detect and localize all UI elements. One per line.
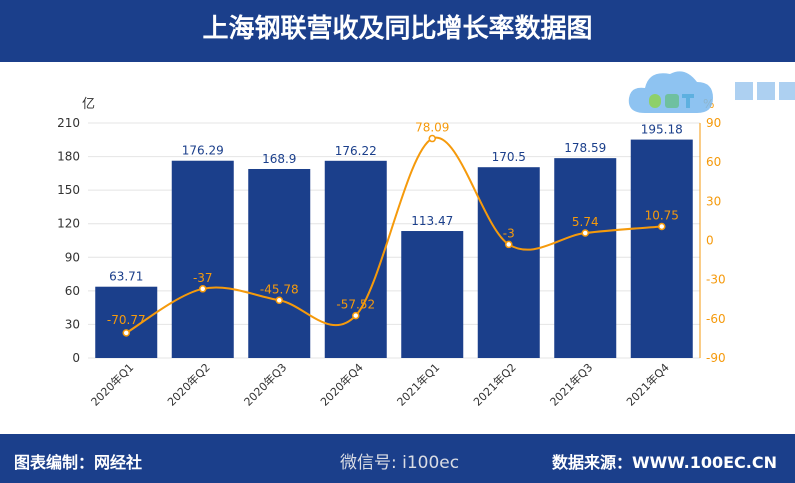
- bar: [95, 286, 158, 358]
- line-data-label: -45.78: [260, 282, 299, 296]
- credit: 图表编制：网经社: [14, 453, 143, 472]
- right-tick-label: 90: [706, 116, 721, 130]
- line-point: [505, 240, 513, 249]
- x-tick-label: 2020年Q2: [164, 360, 213, 409]
- bar: [171, 160, 234, 358]
- line-data-label: 78.09: [415, 121, 449, 135]
- right-tick-label: 0: [706, 234, 714, 248]
- right-tick-label: -90: [706, 351, 726, 365]
- source: 数据来源：WWW.100EC.CN: [551, 453, 777, 472]
- chart-title: 上海钢联营收及同比增长率数据图: [0, 0, 795, 62]
- left-tick-label: 150: [57, 183, 80, 197]
- left-tick-label: 0: [72, 351, 80, 365]
- right-tick-label: -30: [706, 273, 726, 287]
- left-tick-label: 30: [65, 317, 80, 331]
- right-tick-label: 30: [706, 194, 721, 208]
- line-point: [122, 329, 130, 337]
- x-tick-label: 2021年Q1: [394, 360, 443, 409]
- right-tick-label: -60: [706, 312, 726, 326]
- line-point: [581, 229, 589, 237]
- x-tick-label: 2020年Q4: [317, 360, 366, 409]
- bar: [248, 168, 311, 358]
- left-tick-label: 120: [57, 217, 80, 231]
- bar: [324, 160, 387, 358]
- left-tick-label: 210: [57, 116, 80, 130]
- line-data-label: -3: [503, 226, 515, 240]
- growth-line: [125, 136, 662, 334]
- logo: [625, 68, 795, 132]
- bar-data-label: 176.22: [335, 144, 377, 158]
- left-axis-unit: 亿: [82, 97, 95, 112]
- bar-data-label: 170.5: [492, 150, 526, 164]
- x-tick-label: 2020年Q1: [88, 360, 137, 409]
- left-tick-label: 180: [57, 150, 80, 164]
- right-tick-label: 60: [706, 155, 721, 169]
- x-tick-label: 2021年Q2: [470, 360, 519, 409]
- line-point: [275, 296, 283, 305]
- x-tick-label: 2021年Q3: [547, 360, 596, 409]
- line-data-label: -57.52: [336, 298, 375, 312]
- bar: [401, 231, 464, 358]
- bar-data-label: 63.71: [109, 270, 143, 284]
- line-point: [658, 222, 666, 231]
- bar: [554, 158, 617, 358]
- x-tick-label: 2020年Q3: [241, 360, 290, 409]
- left-tick-label: 90: [65, 250, 80, 264]
- line-data-label: -37: [193, 271, 213, 285]
- left-tick-label: 60: [65, 284, 80, 298]
- bar-data-label: 176.29: [182, 144, 224, 158]
- bar: [477, 167, 540, 358]
- x-tick-label: 2021年Q4: [623, 360, 672, 409]
- footer: 图表编制：网经社 数据来源：WWW.100EC.CN: [0, 434, 795, 483]
- bar-data-label: 178.59: [564, 141, 606, 155]
- line-point: [428, 134, 436, 143]
- line-data-label: 5.74: [572, 215, 599, 229]
- line-point: [199, 285, 207, 293]
- wechat-watermark: 微信号: i100ec: [340, 453, 460, 473]
- line-data-label: -70.77: [107, 313, 146, 327]
- bar-data-label: 195.18: [641, 123, 683, 137]
- line-data-label: 10.75: [645, 208, 679, 222]
- bar: [630, 139, 693, 358]
- bar-data-label: 113.47: [411, 214, 453, 228]
- bar-data-label: 168.9: [262, 152, 296, 166]
- line-point: [352, 311, 360, 320]
